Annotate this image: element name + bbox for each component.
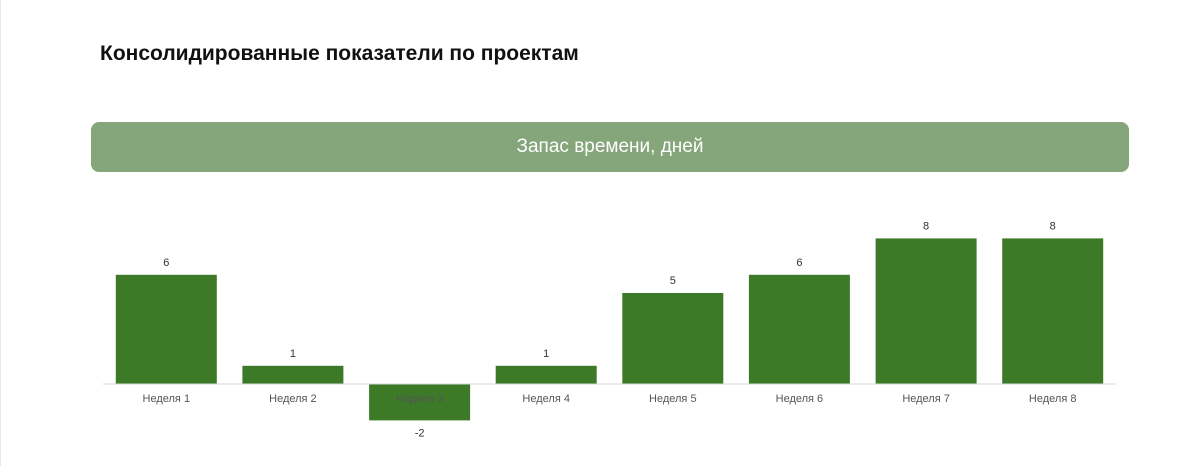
x-tick-label-6: Неделя 6 bbox=[776, 393, 824, 405]
x-tick-label-7: Неделя 7 bbox=[902, 393, 950, 405]
bar-2 bbox=[242, 365, 344, 384]
chart-title: Запас времени, дней bbox=[516, 136, 704, 157]
data-label-6: 6 bbox=[796, 257, 802, 269]
x-tick-label-2: Неделя 2 bbox=[269, 393, 317, 405]
x-tick-label-4: Неделя 4 bbox=[522, 393, 570, 405]
x-tick-label-5: Неделя 5 bbox=[649, 393, 697, 405]
data-label-4: 1 bbox=[543, 348, 549, 360]
data-label-3: -2 bbox=[415, 427, 425, 439]
bar-4 bbox=[495, 365, 597, 384]
data-label-1: 6 bbox=[163, 257, 169, 269]
bar-1 bbox=[115, 274, 217, 384]
bar-6 bbox=[748, 274, 850, 384]
bar-3 bbox=[369, 384, 471, 421]
data-label-7: 8 bbox=[923, 220, 929, 232]
bar-7 bbox=[875, 238, 977, 384]
chart-title-banner: Запас времени, дней bbox=[91, 122, 1129, 172]
x-tick-label-1: Неделя 1 bbox=[143, 393, 191, 405]
left-border bbox=[0, 0, 1, 466]
x-tick-label-8: Неделя 8 bbox=[1029, 393, 1077, 405]
bar-8 bbox=[1002, 238, 1104, 384]
page-title: Консолидированные показатели по проектам bbox=[100, 42, 579, 65]
data-label-8: 8 bbox=[1050, 220, 1056, 232]
data-label-5: 5 bbox=[670, 275, 676, 287]
x-tick-label-3: Неделя 3 bbox=[396, 393, 444, 405]
data-label-2: 1 bbox=[290, 348, 296, 360]
bar-5 bbox=[622, 293, 724, 384]
